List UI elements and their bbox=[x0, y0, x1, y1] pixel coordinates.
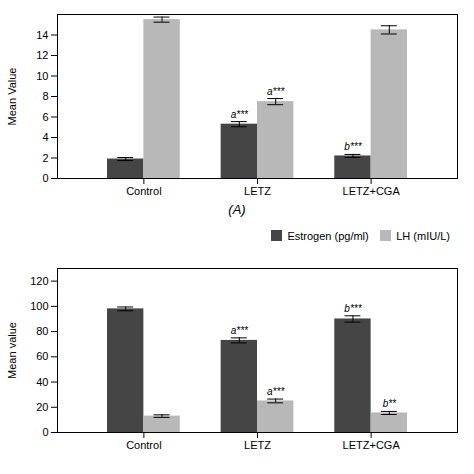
svg-text:6: 6 bbox=[42, 111, 48, 123]
svg-text:0: 0 bbox=[42, 172, 48, 184]
svg-text:0: 0 bbox=[42, 426, 48, 438]
svg-text:b***: b*** bbox=[344, 302, 362, 313]
svg-text:b***: b*** bbox=[344, 141, 362, 152]
svg-text:LETZ: LETZ bbox=[244, 185, 271, 197]
svg-text:Control: Control bbox=[126, 439, 161, 451]
html-text:LH (mIU/L): LH (mIU/L) bbox=[396, 229, 450, 242]
svg-text:8: 8 bbox=[42, 90, 48, 102]
svg-text:a***: a*** bbox=[267, 86, 285, 97]
svg-text:80: 80 bbox=[36, 325, 48, 337]
svg-text:b**: b** bbox=[383, 398, 397, 409]
svg-text:a***: a*** bbox=[231, 109, 249, 120]
svg-text:LETZ+CGA: LETZ+CGA bbox=[343, 185, 401, 197]
svg-text:LETZ: LETZ bbox=[244, 439, 271, 451]
svg-text:a***: a*** bbox=[231, 324, 249, 335]
svg-text:Mean value: Mean value bbox=[6, 322, 18, 379]
svg-text:12: 12 bbox=[36, 49, 48, 61]
svg-text:2: 2 bbox=[42, 152, 48, 164]
svg-text:60: 60 bbox=[36, 350, 48, 362]
html-text:(A): (A) bbox=[228, 202, 246, 217]
svg-text:Control: Control bbox=[126, 185, 161, 197]
svg-text:4: 4 bbox=[42, 131, 48, 143]
html-text:Estrogen (pg/ml): Estrogen (pg/ml) bbox=[287, 229, 369, 242]
svg-text:20: 20 bbox=[36, 400, 48, 412]
svg-text:120: 120 bbox=[30, 274, 48, 286]
svg-text:Mean Value: Mean Value bbox=[6, 68, 18, 126]
svg-text:14: 14 bbox=[36, 29, 48, 41]
svg-text:LETZ+CGA: LETZ+CGA bbox=[343, 439, 401, 451]
svg-text:10: 10 bbox=[36, 70, 48, 82]
svg-text:a***: a*** bbox=[267, 386, 285, 397]
svg-text:100: 100 bbox=[30, 299, 48, 311]
svg-text:40: 40 bbox=[36, 375, 48, 387]
